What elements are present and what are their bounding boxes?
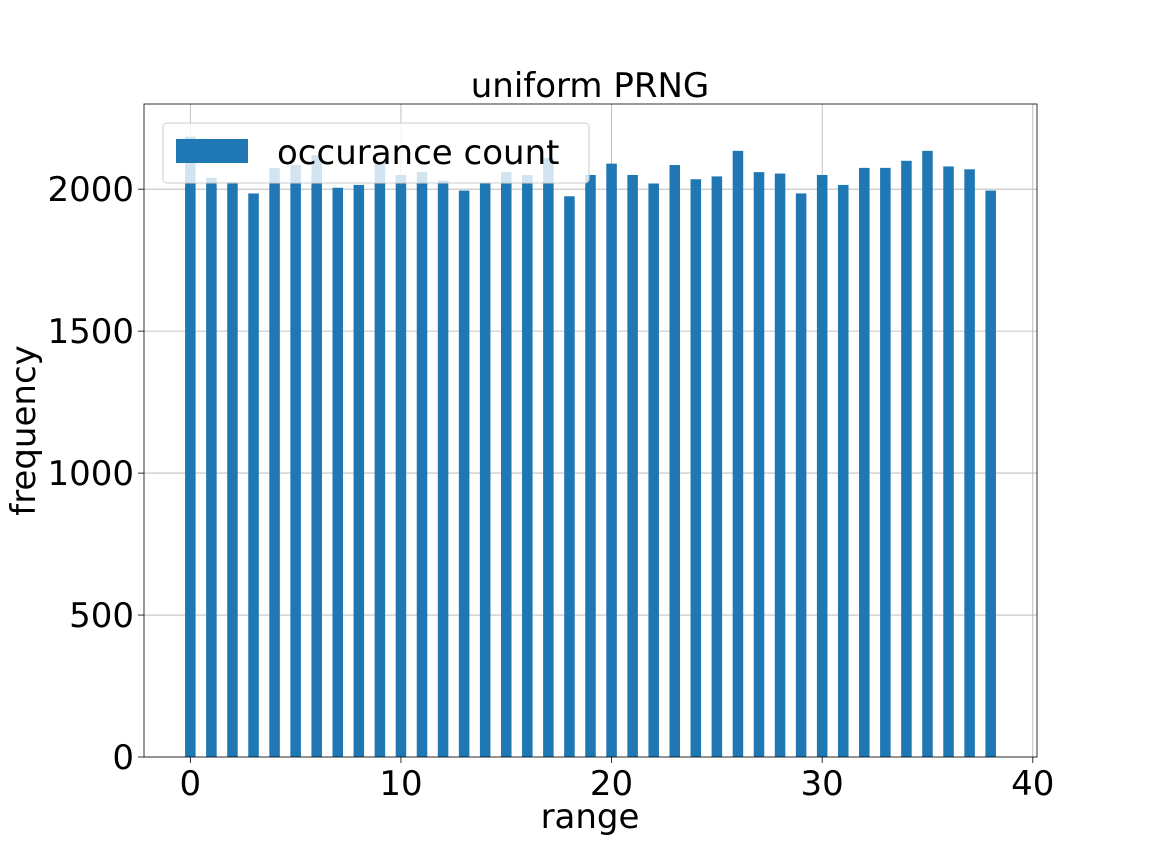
bar (248, 193, 259, 757)
bar (627, 174, 638, 757)
bar (606, 163, 617, 758)
bar (185, 136, 196, 757)
bar (269, 167, 280, 757)
y-tick-label: 1500 (47, 312, 134, 352)
y-tick-label: 0 (112, 738, 134, 778)
y-axis-label: frequency (4, 345, 44, 516)
bar (458, 190, 470, 757)
chart-title: uniform PRNG (471, 66, 710, 106)
bar (837, 184, 849, 757)
bar (753, 172, 765, 757)
bar (395, 174, 407, 757)
y-tick-label: 500 (69, 596, 134, 636)
bar (669, 165, 681, 757)
bar (585, 174, 596, 757)
bar (332, 187, 344, 758)
bar (206, 177, 217, 758)
bar (943, 166, 954, 757)
bar (227, 182, 238, 758)
x-tick-label: 0 (180, 764, 202, 804)
bar (564, 196, 575, 758)
bar (690, 179, 702, 758)
bar (416, 172, 428, 757)
x-tick-label: 10 (379, 764, 422, 804)
x-tick-label: 40 (1011, 764, 1054, 804)
bars (185, 136, 996, 758)
bar (816, 174, 828, 757)
bar (500, 172, 512, 757)
bar (859, 167, 870, 757)
bar (437, 180, 449, 758)
bar (795, 193, 807, 757)
bar (479, 183, 491, 757)
bar (901, 160, 912, 758)
bar (880, 167, 891, 757)
bar (985, 190, 996, 757)
x-tick-label: 20 (590, 764, 633, 804)
bar (522, 174, 533, 757)
bar (732, 150, 744, 758)
bar (311, 155, 322, 757)
bar (353, 184, 365, 757)
legend-label: occurance count (277, 133, 559, 173)
plot-frame (143, 103, 1038, 758)
bar (374, 162, 386, 758)
bar (648, 183, 659, 757)
bar (290, 165, 301, 757)
x-axis-ticks: 0 10 20 30 40 (180, 757, 1054, 804)
x-axis-label: range (541, 797, 640, 837)
bar (711, 176, 723, 757)
legend-swatch (176, 139, 248, 163)
legend-box (162, 122, 590, 184)
bar (774, 173, 786, 757)
y-axis-ticks: 0 500 1000 1500 2000 (47, 170, 144, 778)
y-tick-label: 1000 (47, 454, 134, 494)
bar (922, 150, 933, 758)
bar (543, 157, 554, 757)
y-tick-label: 2000 (47, 170, 134, 210)
bar (964, 169, 975, 758)
x-tick-label: 30 (801, 764, 844, 804)
legend: occurance count (162, 122, 590, 184)
